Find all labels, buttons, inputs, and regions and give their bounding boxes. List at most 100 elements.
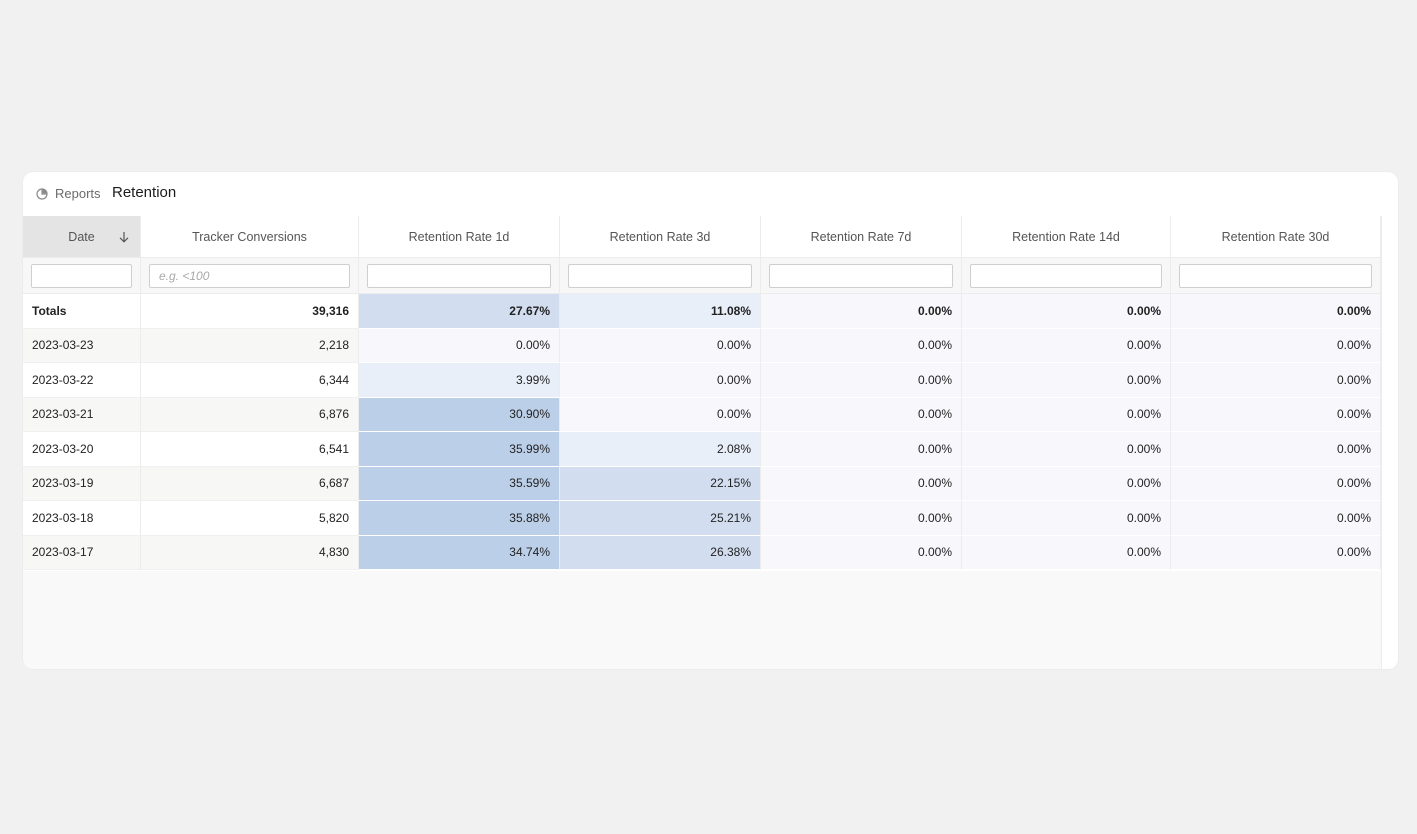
table-row[interactable]: 2023-03-20 6,541 35.99% 2.08% 0.00% 0.00… xyxy=(23,432,1381,467)
rate-30d-cell: 0.00% xyxy=(1171,328,1381,363)
column-header-retention-7d[interactable]: Retention Rate 7d xyxy=(761,216,962,258)
rate-14d-cell: 0.00% xyxy=(962,535,1171,570)
tracker-conversions-filter-input[interactable] xyxy=(149,263,350,288)
totals-rate-3d: 11.08% xyxy=(560,294,761,329)
date-cell: 2023-03-22 xyxy=(23,363,141,398)
rate-3d-cell: 0.00% xyxy=(560,328,761,363)
retention-3d-filter-input[interactable] xyxy=(568,263,752,288)
report-header: Reports Retention xyxy=(23,172,1398,216)
rate-30d-cell: 0.00% xyxy=(1171,466,1381,501)
table-row[interactable]: 2023-03-22 6,344 3.99% 0.00% 0.00% 0.00%… xyxy=(23,363,1381,398)
date-filter-input[interactable] xyxy=(31,263,132,288)
filter-cell xyxy=(141,258,359,294)
conversions-cell: 4,830 xyxy=(141,535,359,570)
column-header-label: Retention Rate 14d xyxy=(1012,229,1120,244)
rate-3d-cell: 22.15% xyxy=(560,466,761,501)
column-header-retention-3d[interactable]: Retention Rate 3d xyxy=(560,216,761,258)
rate-1d-cell: 35.99% xyxy=(359,432,560,467)
conversions-cell: 6,876 xyxy=(141,397,359,432)
table-row[interactable]: 2023-03-21 6,876 30.90% 0.00% 0.00% 0.00… xyxy=(23,397,1381,432)
totals-conversions: 39,316 xyxy=(141,294,359,329)
rate-14d-cell: 0.00% xyxy=(962,397,1171,432)
rate-7d-cell: 0.00% xyxy=(761,535,962,570)
rate-1d-cell: 35.88% xyxy=(359,501,560,536)
rate-1d-cell: 34.74% xyxy=(359,535,560,570)
rate-30d-cell: 0.00% xyxy=(1171,397,1381,432)
column-header-retention-30d[interactable]: Retention Rate 30d xyxy=(1171,216,1381,258)
table-header-row: Date Tracker Conversions Retention Rate … xyxy=(23,216,1381,258)
table-row[interactable]: 2023-03-17 4,830 34.74% 26.38% 0.00% 0.0… xyxy=(23,535,1381,570)
table-row[interactable]: 2023-03-23 2,218 0.00% 0.00% 0.00% 0.00%… xyxy=(23,328,1381,363)
column-header-label: Tracker Conversions xyxy=(192,229,307,244)
empty-table-area xyxy=(23,571,1381,669)
filter-row xyxy=(23,258,1381,294)
column-header-label: Retention Rate 7d xyxy=(810,229,912,244)
sort-descending-icon[interactable] xyxy=(118,231,130,243)
rate-14d-cell: 0.00% xyxy=(962,501,1171,536)
column-header-label: Retention Rate 1d xyxy=(408,229,510,244)
date-cell: 2023-03-21 xyxy=(23,397,141,432)
column-header-retention-1d[interactable]: Retention Rate 1d xyxy=(359,216,560,258)
rate-3d-cell: 2.08% xyxy=(560,432,761,467)
rate-30d-cell: 0.00% xyxy=(1171,501,1381,536)
rate-7d-cell: 0.00% xyxy=(761,328,962,363)
date-cell: 2023-03-19 xyxy=(23,466,141,501)
rate-7d-cell: 0.00% xyxy=(761,397,962,432)
filter-cell xyxy=(23,258,141,294)
filter-cell xyxy=(1171,258,1381,294)
rate-14d-cell: 0.00% xyxy=(962,328,1171,363)
rate-1d-cell: 0.00% xyxy=(359,328,560,363)
pie-chart-icon xyxy=(36,188,48,200)
rate-3d-cell: 25.21% xyxy=(560,501,761,536)
date-cell: 2023-03-23 xyxy=(23,328,141,363)
rate-7d-cell: 0.00% xyxy=(761,432,962,467)
conversions-cell: 6,344 xyxy=(141,363,359,398)
rate-30d-cell: 0.00% xyxy=(1171,363,1381,398)
column-header-label: Retention Rate 30d xyxy=(1221,229,1330,244)
table-row[interactable]: 2023-03-19 6,687 35.59% 22.15% 0.00% 0.0… xyxy=(23,466,1381,501)
report-card: Reports Retention Date Tracker Conversio… xyxy=(23,172,1398,669)
filter-cell xyxy=(962,258,1171,294)
rate-30d-cell: 0.00% xyxy=(1171,432,1381,467)
rate-30d-cell: 0.00% xyxy=(1171,535,1381,570)
filter-cell xyxy=(560,258,761,294)
conversions-cell: 2,218 xyxy=(141,328,359,363)
rate-1d-cell: 3.99% xyxy=(359,363,560,398)
table-row[interactable]: 2023-03-18 5,820 35.88% 25.21% 0.00% 0.0… xyxy=(23,501,1381,536)
retention-1d-filter-input[interactable] xyxy=(367,263,551,288)
rate-3d-cell: 0.00% xyxy=(560,363,761,398)
date-cell: 2023-03-20 xyxy=(23,432,141,467)
rate-7d-cell: 0.00% xyxy=(761,466,962,501)
rate-7d-cell: 0.00% xyxy=(761,501,962,536)
filter-cell xyxy=(359,258,560,294)
totals-rate-30d: 0.00% xyxy=(1171,294,1381,329)
retention-table: Date Tracker Conversions Retention Rate … xyxy=(23,216,1381,570)
rate-14d-cell: 0.00% xyxy=(962,432,1171,467)
retention-14d-filter-input[interactable] xyxy=(970,263,1162,288)
column-header-tracker-conversions[interactable]: Tracker Conversions xyxy=(141,216,359,258)
conversions-cell: 6,687 xyxy=(141,466,359,501)
date-cell: 2023-03-17 xyxy=(23,535,141,570)
rate-1d-cell: 30.90% xyxy=(359,397,560,432)
column-header-date[interactable]: Date xyxy=(23,216,141,258)
rate-14d-cell: 0.00% xyxy=(962,466,1171,501)
totals-rate-7d: 0.00% xyxy=(761,294,962,329)
totals-label: Totals xyxy=(23,294,141,329)
retention-30d-filter-input[interactable] xyxy=(1179,263,1372,288)
breadcrumb-reports[interactable]: Reports xyxy=(55,186,101,201)
column-header-retention-14d[interactable]: Retention Rate 14d xyxy=(962,216,1171,258)
totals-rate-1d: 27.67% xyxy=(359,294,560,329)
column-header-label: Date xyxy=(68,229,95,244)
rate-3d-cell: 26.38% xyxy=(560,535,761,570)
page-title: Retention xyxy=(112,184,177,201)
date-cell: 2023-03-18 xyxy=(23,501,141,536)
conversions-cell: 5,820 xyxy=(141,501,359,536)
totals-rate-14d: 0.00% xyxy=(962,294,1171,329)
totals-row: Totals 39,316 27.67% 11.08% 0.00% 0.00% … xyxy=(23,294,1381,329)
rate-3d-cell: 0.00% xyxy=(560,397,761,432)
filter-cell xyxy=(761,258,962,294)
column-header-label: Retention Rate 3d xyxy=(609,229,711,244)
vertical-scrollbar[interactable] xyxy=(1381,216,1398,669)
retention-7d-filter-input[interactable] xyxy=(769,263,953,288)
rate-7d-cell: 0.00% xyxy=(761,363,962,398)
